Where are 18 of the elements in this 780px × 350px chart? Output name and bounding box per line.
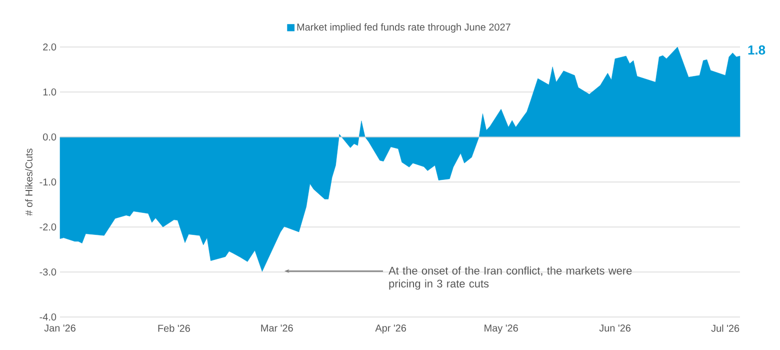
x-tick-label: Jan '26 [44,324,76,332]
y-tick-label: -3.0 [40,268,56,276]
annotation: 1.8 [748,45,766,55]
x-tick-label: Mar '26 [261,324,293,332]
x-tick-label: Jul '26 [711,324,740,332]
x-tick-label: May '26 [484,324,518,334]
y-tick-label: -2.0 [40,223,56,231]
x-tick-label: Apr '26 [375,324,406,334]
y-tick-label: 1.0 [43,88,56,96]
annotation: At the onset of the Iran conflict, the markets were pricing in 3 rate cuts [388,266,632,290]
y-tick-label: 0.0 [43,133,56,141]
x-tick-label: Feb '26 [158,324,190,332]
y-axis-title: # of Hikes/Cuts [25,148,32,216]
legend-label: Market implied fed funds rate through June 2027 [297,23,510,33]
y-tick-label: 2.0 [43,43,56,51]
x-tick-label: Jun '26 [599,324,630,332]
y-tick-label: -1.0 [40,178,56,186]
y-tick-label: -4.0 [40,313,56,321]
